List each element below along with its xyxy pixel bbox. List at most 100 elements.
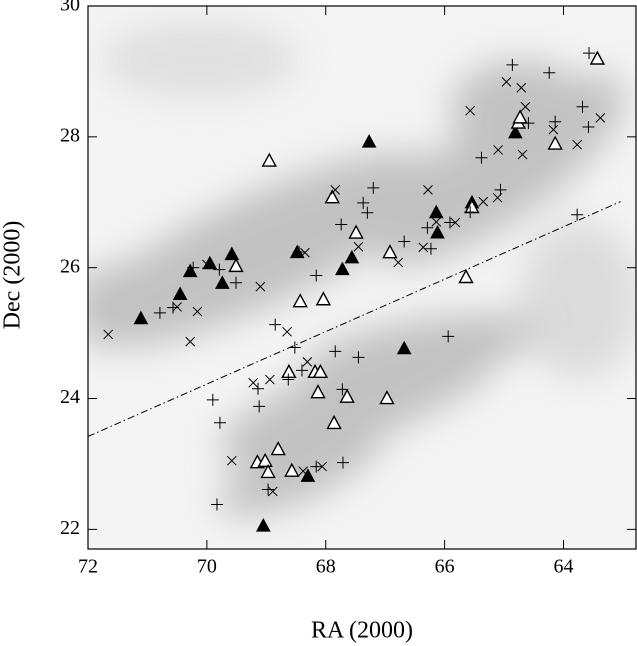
marker-triangle-filled <box>508 124 523 139</box>
marker-triangle-filled <box>255 518 271 532</box>
x-tick-label: 72 <box>78 556 98 578</box>
marker-triangle-open <box>458 269 474 284</box>
marker-cross <box>501 77 512 87</box>
marker-triangle-filled <box>224 246 240 261</box>
marker-plus <box>251 382 264 395</box>
marker-plus <box>361 206 374 219</box>
marker-triangle-filled <box>344 249 360 264</box>
marker-triangle-open <box>310 384 326 399</box>
y-axis-label: Dec (2000) <box>0 221 26 330</box>
marker-triangle-open <box>260 463 276 479</box>
marker-plus <box>288 341 301 354</box>
marker-plus <box>282 373 295 386</box>
y-tick-label: 24 <box>60 386 80 408</box>
marker-cross <box>353 241 364 252</box>
marker-cross <box>172 302 183 312</box>
marker-cross <box>450 217 461 228</box>
marker-cross <box>300 247 310 258</box>
marker-plus <box>506 58 519 71</box>
marker-cross <box>267 486 278 497</box>
marker-cross <box>517 149 528 160</box>
marker-plus <box>576 100 589 113</box>
marker-plus <box>310 460 323 473</box>
marker-cross <box>192 306 203 317</box>
marker-cross <box>265 374 275 385</box>
marker-cross <box>255 281 266 292</box>
marker-cross <box>548 124 559 135</box>
marker-triangle-open <box>512 109 528 124</box>
marker-triangle-open <box>382 244 398 259</box>
marker-cross <box>317 461 328 472</box>
marker-plus <box>336 456 349 469</box>
reference-line <box>88 201 621 437</box>
marker-triangle-open <box>339 388 355 403</box>
marker-triangle-open <box>315 291 332 306</box>
marker-plus <box>464 206 477 219</box>
marker-plus <box>475 151 488 164</box>
marker-cross <box>185 336 196 347</box>
y-tick-label: 28 <box>60 124 80 146</box>
x-tick-label: 70 <box>197 556 217 578</box>
marker-triangle-filled <box>172 286 188 301</box>
marker-plus <box>206 393 219 406</box>
marker-plus <box>442 330 455 343</box>
x-axis-label: RA (2000) <box>311 618 413 644</box>
marker-cross <box>298 466 309 477</box>
marker-plus <box>335 218 348 231</box>
marker-cross <box>493 145 503 155</box>
marker-plus <box>543 66 556 79</box>
marker-plus <box>494 183 507 196</box>
marker-triangle-open <box>270 441 286 456</box>
marker-cross <box>103 329 114 340</box>
marker-plus <box>262 483 275 496</box>
marker-plus <box>187 261 200 274</box>
marker-plus <box>571 208 584 221</box>
background-map <box>88 6 636 549</box>
x-tick-label: 64 <box>553 556 573 578</box>
marker-triangle-filled <box>133 310 149 325</box>
marker-cross <box>418 242 429 253</box>
marker-plus <box>549 115 562 128</box>
marker-cross <box>516 82 527 93</box>
marker-plus <box>352 351 365 364</box>
marker-cross <box>330 184 341 195</box>
marker-triangle-filled <box>361 134 377 148</box>
marker-triangle-open <box>261 152 277 167</box>
marker-plus <box>213 416 226 429</box>
y-tick-label: 30 <box>60 0 80 16</box>
marker-triangle-open <box>379 390 395 405</box>
marker-triangle-open <box>292 293 308 308</box>
marker-plus <box>229 276 242 289</box>
y-tick-label: 26 <box>60 255 80 277</box>
marker-triangle-open <box>547 135 563 150</box>
marker-cross <box>282 326 292 337</box>
y-tick-label: 22 <box>60 517 80 539</box>
marker-cross <box>226 455 237 466</box>
x-tick-label: 68 <box>316 556 336 578</box>
marker-cross <box>423 184 433 195</box>
marker-triangle-filled <box>202 255 218 270</box>
marker-cross <box>520 101 531 112</box>
marker-plus <box>295 364 308 377</box>
marker-plus <box>522 117 535 130</box>
marker-plus <box>357 196 370 209</box>
marker-cross <box>465 105 476 116</box>
marker-plus <box>398 235 411 248</box>
marker-cross <box>431 217 442 227</box>
marker-triangle-open <box>228 257 244 273</box>
plot-frame <box>87 5 637 550</box>
marker-cross <box>202 259 212 270</box>
marker-triangle-filled <box>428 204 444 219</box>
marker-cross <box>248 377 259 388</box>
plot-area <box>88 47 621 532</box>
marker-plus <box>582 121 595 134</box>
marker-plus <box>210 498 223 511</box>
marker-triangle-open <box>348 224 364 239</box>
marker-plus <box>310 269 323 282</box>
marker-triangle-open <box>312 363 329 379</box>
marker-triangle-filled <box>396 340 412 355</box>
marker-plus <box>443 216 456 229</box>
marker-cross <box>572 139 583 150</box>
